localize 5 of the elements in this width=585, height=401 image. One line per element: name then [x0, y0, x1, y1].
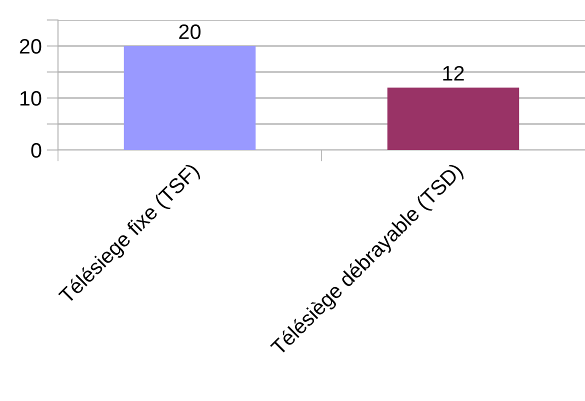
data-label: 12 — [443, 66, 464, 80]
y-tick-label: 10 — [20, 91, 42, 106]
y-tick-label: 0 — [31, 143, 42, 158]
y-tick-label: 20 — [20, 39, 42, 54]
data-label: 20 — [179, 24, 201, 40]
